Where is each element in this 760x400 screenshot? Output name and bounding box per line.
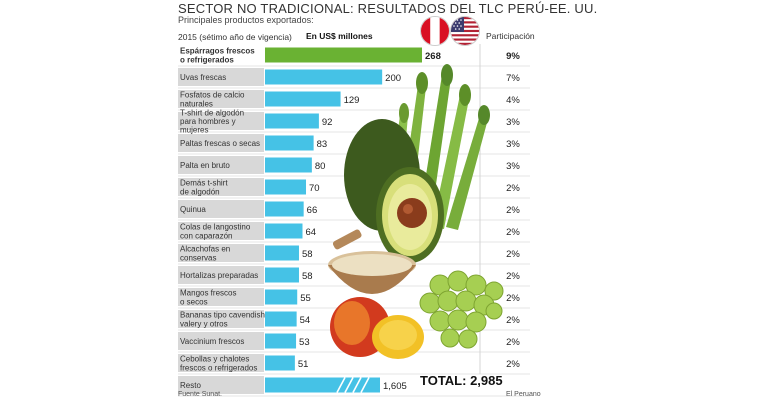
- bar: [265, 311, 297, 327]
- value-label: 64: [305, 227, 316, 238]
- value-label: 66: [307, 205, 318, 216]
- source-note: Fuente Sunat.: [178, 391, 222, 398]
- category-label-bg: [178, 354, 264, 372]
- share-label: 2%: [506, 227, 520, 238]
- peru-flag-icon: [420, 16, 450, 46]
- usa-flag-icon: [450, 16, 480, 46]
- share-label: 2%: [506, 205, 520, 216]
- bar: [265, 333, 297, 349]
- produce-illustration-icon: [328, 64, 504, 359]
- category-label-bg: [178, 266, 264, 284]
- unit-label: En US$ millones: [306, 31, 373, 41]
- category-label-bg: [178, 68, 264, 86]
- bar: [265, 47, 422, 63]
- category-label: Palta en bruto: [180, 161, 230, 170]
- value-label: 58: [302, 271, 313, 282]
- category-label: Espárragos frescos o refrigerados: [180, 47, 255, 65]
- bar: [265, 245, 299, 261]
- category-label: Bananas tipo cavendish valery y otros: [180, 311, 265, 329]
- share-label: 3%: [506, 139, 520, 150]
- total-label: TOTAL: 2,985: [420, 373, 503, 388]
- category-label: Resto: [180, 381, 201, 390]
- value-label: 51: [298, 359, 309, 370]
- value-label: 200: [385, 73, 401, 84]
- value-label: 58: [302, 249, 313, 260]
- share-label: 2%: [506, 293, 520, 304]
- avocado-icon: [344, 119, 444, 263]
- value-label: 129: [344, 95, 360, 106]
- category-label-bg: [178, 200, 264, 218]
- category-label: Colas de langostino con caparazón: [180, 223, 251, 241]
- grapes-icon: [419, 270, 504, 349]
- share-column-header: Participación: [486, 31, 535, 41]
- share-label: 9%: [506, 51, 520, 62]
- credit-note: El Peruano: [506, 391, 541, 398]
- value-label: 268: [425, 51, 441, 62]
- category-label-bg: [178, 90, 264, 108]
- category-label: Vaccinium frescos: [180, 337, 244, 346]
- value-label: 55: [300, 293, 311, 304]
- share-label: 3%: [506, 161, 520, 172]
- category-label-bg: [178, 112, 264, 130]
- category-label-bg: [178, 376, 264, 394]
- value-label: 1,605: [383, 381, 407, 392]
- bar: [265, 223, 303, 239]
- bar: [265, 157, 312, 173]
- category-label: T-shirt de algodón para hombres y mujeres: [180, 108, 244, 134]
- value-label: 54: [300, 315, 311, 326]
- value-label: 80: [315, 161, 326, 172]
- bar: [265, 113, 319, 129]
- category-label-bg: [178, 244, 264, 262]
- share-label: 2%: [506, 183, 520, 194]
- share-label: 2%: [506, 271, 520, 282]
- year-note: 2015 (sétimo año de vigencia): [178, 32, 292, 42]
- share-label: 2%: [506, 359, 520, 370]
- value-label: 70: [309, 183, 320, 194]
- bar: [265, 289, 298, 305]
- quinoa-bowl-icon: [328, 229, 416, 294]
- bar: [265, 179, 307, 195]
- category-label-bg: [178, 156, 264, 174]
- category-label: Paltas frescas o secas: [180, 139, 260, 148]
- share-label: 7%: [506, 73, 520, 84]
- chart-subtitle: Principales productos exportados:: [178, 15, 314, 25]
- bar: [265, 267, 299, 283]
- share-label: 2%: [506, 315, 520, 326]
- value-label: 53: [299, 337, 310, 348]
- category-label: Fosfatos de calcio naturales: [180, 91, 245, 109]
- category-label: Cebollas y chalotes frescos o refrigerado…: [180, 355, 257, 373]
- share-label: 3%: [506, 117, 520, 128]
- value-label: 92: [322, 117, 333, 128]
- category-label: Demás t-shirt de algodón: [180, 179, 228, 197]
- category-label: Hortalizas preparadas: [180, 271, 258, 280]
- share-label: 2%: [506, 249, 520, 260]
- bar-break-mark: [344, 377, 354, 393]
- category-label-bg: [178, 288, 264, 306]
- bar: [265, 91, 341, 107]
- share-label: 4%: [506, 95, 520, 106]
- category-label-bg: [178, 332, 264, 350]
- category-label-bg: [178, 134, 264, 152]
- category-label: Alcachofas en conservas: [180, 245, 230, 263]
- category-label-bg: [178, 46, 264, 64]
- mango-icon: [330, 297, 424, 359]
- share-label: 2%: [506, 337, 520, 348]
- chart-title: SECTOR NO TRADICIONAL: RESULTADOS DEL TL…: [178, 1, 598, 16]
- bar-break-mark: [336, 377, 346, 393]
- value-label: 83: [317, 139, 328, 150]
- bar-break-mark: [360, 377, 370, 393]
- category-label-bg: [178, 310, 264, 328]
- bar-break-mark: [352, 377, 362, 393]
- bar: [265, 135, 314, 151]
- bar: [265, 201, 304, 217]
- category-label-bg: [178, 178, 264, 196]
- bar: [265, 69, 383, 85]
- bar: [265, 355, 295, 371]
- category-label-bg: [178, 222, 264, 240]
- category-label: Uvas frescas: [180, 73, 226, 82]
- category-label: Quinua: [180, 205, 206, 214]
- category-label: Mangos frescos o secos: [180, 289, 236, 307]
